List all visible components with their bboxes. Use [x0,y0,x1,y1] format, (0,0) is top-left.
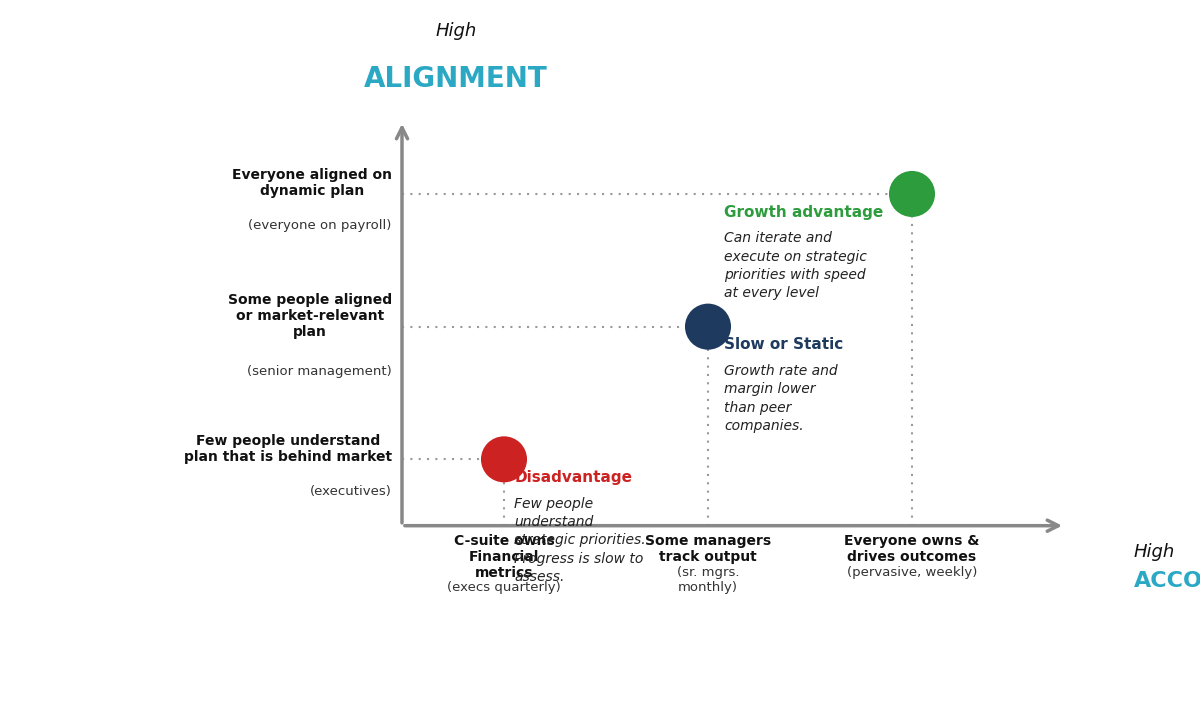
Text: Slow or Static: Slow or Static [725,337,844,352]
Text: Everyone owns &
drives outcomes: Everyone owns & drives outcomes [845,534,979,564]
Text: (everyone on payroll): (everyone on payroll) [248,219,391,232]
Text: Everyone aligned on
dynamic plan: Everyone aligned on dynamic plan [232,168,391,199]
Text: Some people aligned
or market-relevant
plan: Some people aligned or market-relevant p… [228,293,391,339]
Text: C-suite owns
Financial
metrics: C-suite owns Financial metrics [454,534,554,580]
Text: Some managers
track output: Some managers track output [644,534,772,564]
Text: (senior management): (senior management) [247,365,391,378]
Text: (sr. mgrs.
monthly): (sr. mgrs. monthly) [677,565,739,593]
Text: Growth advantage: Growth advantage [725,204,883,219]
Text: High: High [1134,544,1175,561]
Text: (executives): (executives) [310,484,391,497]
Point [494,453,514,465]
Text: ACCOUNTABILITY: ACCOUNTABILITY [1134,571,1200,591]
Text: High: High [436,22,476,40]
Text: Growth rate and
margin lower
than peer
companies.: Growth rate and margin lower than peer c… [725,364,838,433]
Text: Few people
understand
strategic priorities.
Progress is slow to
assess.: Few people understand strategic prioriti… [515,497,646,584]
Text: (execs quarterly): (execs quarterly) [448,580,560,593]
Text: Disadvantage: Disadvantage [515,470,632,485]
Text: ALIGNMENT: ALIGNMENT [364,65,548,93]
Text: Can iterate and
execute on strategic
priorities with speed
at every level: Can iterate and execute on strategic pri… [725,231,868,300]
Point [902,188,922,200]
Text: Few people understand
plan that is behind market: Few people understand plan that is behin… [184,434,391,464]
Point [698,321,718,332]
Text: (pervasive, weekly): (pervasive, weekly) [847,565,977,578]
